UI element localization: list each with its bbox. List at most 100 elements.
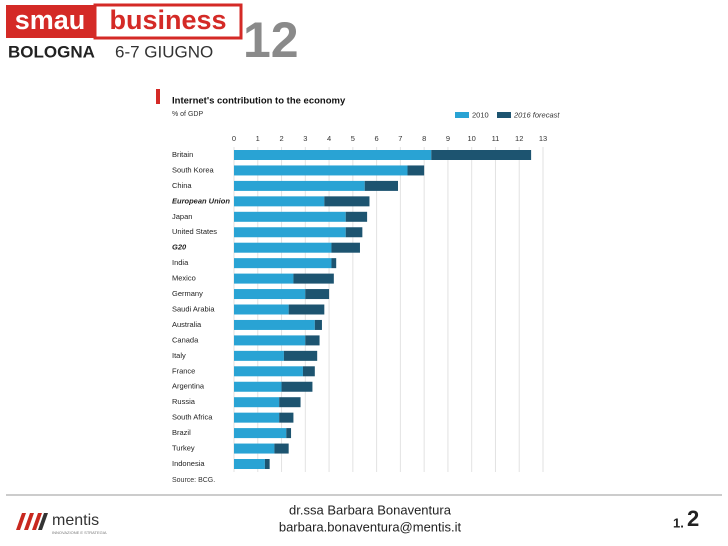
x-tick-label: 11 bbox=[492, 134, 500, 143]
x-tick-label: 8 bbox=[422, 134, 426, 143]
bar bbox=[331, 258, 337, 269]
x-tick-label: 0 bbox=[232, 134, 236, 143]
x-tick-label: 7 bbox=[398, 134, 402, 143]
section-number: 1. bbox=[673, 515, 684, 530]
brand-box bbox=[6, 5, 94, 38]
bar bbox=[234, 428, 287, 439]
bar bbox=[274, 443, 289, 454]
y-tick-label: Canada bbox=[172, 335, 199, 344]
bar bbox=[305, 335, 320, 346]
x-tick-label: 5 bbox=[351, 134, 355, 143]
bar bbox=[234, 150, 432, 160]
bar bbox=[407, 165, 425, 176]
bar bbox=[264, 459, 270, 469]
bar bbox=[234, 459, 265, 469]
dates: 6-7 GIUGNO bbox=[115, 42, 213, 61]
y-tick-label: Argentina bbox=[172, 382, 205, 391]
mentis-logo-mark bbox=[16, 513, 48, 530]
bar bbox=[288, 304, 325, 315]
email: barbara.bonaventura@mentis.it bbox=[279, 519, 462, 534]
bar bbox=[234, 319, 315, 330]
y-tick-label: Turkey bbox=[172, 444, 195, 453]
y-tick-label: South Africa bbox=[172, 413, 213, 422]
author: dr.ssa Barbara Bonaventura bbox=[289, 502, 452, 517]
bar bbox=[234, 289, 306, 300]
bar bbox=[234, 180, 365, 191]
y-tick-label: G20 bbox=[172, 243, 187, 252]
title-marker bbox=[156, 89, 160, 104]
bar bbox=[324, 196, 370, 207]
bar bbox=[234, 165, 408, 176]
bar bbox=[234, 273, 294, 284]
y-tick-label: South Korea bbox=[172, 165, 215, 174]
y-tick-label: Italy bbox=[172, 351, 186, 360]
edition: 12 bbox=[243, 12, 299, 68]
x-tick-label: 12 bbox=[515, 134, 523, 143]
bar bbox=[234, 242, 332, 253]
y-tick-label: Japan bbox=[172, 212, 192, 221]
legend-label: 2016 forecast bbox=[513, 110, 560, 119]
y-tick-label: Indonesia bbox=[172, 459, 205, 468]
legend-swatch bbox=[455, 112, 469, 118]
bar bbox=[234, 227, 346, 238]
bar bbox=[234, 412, 280, 423]
bar bbox=[234, 350, 284, 361]
y-tick-label: China bbox=[172, 181, 192, 190]
brand: smau bbox=[15, 5, 86, 35]
brand-suffix-box bbox=[93, 3, 243, 40]
chart-source: Source: BCG. bbox=[172, 477, 215, 484]
bar bbox=[281, 381, 313, 392]
y-tick-label: United States bbox=[172, 227, 217, 236]
bar bbox=[234, 211, 346, 222]
bar bbox=[234, 258, 332, 269]
x-tick-label: 1 bbox=[256, 134, 260, 143]
x-tick-label: 6 bbox=[375, 134, 379, 143]
bar bbox=[293, 273, 334, 284]
y-tick-label: India bbox=[172, 258, 189, 267]
bar bbox=[279, 397, 301, 408]
y-tick-label: Britain bbox=[172, 150, 193, 159]
y-tick-label: Mexico bbox=[172, 274, 196, 283]
y-tick-label: Saudi Arabia bbox=[172, 304, 215, 313]
y-tick-label: Germany bbox=[172, 289, 203, 298]
x-tick-label: 3 bbox=[303, 134, 307, 143]
y-tick-label: France bbox=[172, 366, 195, 375]
bar bbox=[305, 289, 330, 300]
y-tick-label: Brazil bbox=[172, 428, 191, 437]
bar bbox=[234, 381, 282, 392]
bar bbox=[431, 150, 532, 160]
y-tick-label: Australia bbox=[172, 320, 202, 329]
legend-swatch bbox=[497, 112, 511, 118]
brand-suffix: business bbox=[109, 5, 226, 35]
bar bbox=[364, 180, 399, 191]
bar bbox=[234, 366, 303, 377]
page-number: 2 bbox=[687, 506, 699, 531]
city: BOLOGNA bbox=[8, 42, 95, 61]
bar bbox=[302, 366, 315, 377]
x-tick-label: 13 bbox=[539, 134, 547, 143]
bar bbox=[279, 412, 294, 423]
legend-label: 2010 bbox=[472, 110, 489, 119]
bar bbox=[345, 227, 363, 238]
y-tick-label: Russia bbox=[172, 397, 196, 406]
bar bbox=[286, 428, 292, 439]
x-tick-label: 9 bbox=[446, 134, 450, 143]
bar bbox=[283, 350, 318, 361]
bar bbox=[331, 242, 360, 253]
bar bbox=[234, 196, 325, 207]
x-tick-label: 10 bbox=[468, 134, 476, 143]
bar bbox=[234, 335, 306, 346]
bar bbox=[234, 304, 289, 315]
bar bbox=[234, 397, 280, 408]
y-tick-label: European Union bbox=[172, 196, 230, 205]
x-tick-label: 2 bbox=[279, 134, 283, 143]
chart-title: Internet's contribution to the economy bbox=[172, 96, 346, 107]
bar bbox=[314, 319, 322, 330]
bar bbox=[345, 211, 368, 222]
tagline: INNOVAZIONE E STRATEGIA bbox=[52, 530, 107, 535]
x-tick-label: 4 bbox=[327, 134, 331, 143]
bar bbox=[234, 443, 275, 454]
